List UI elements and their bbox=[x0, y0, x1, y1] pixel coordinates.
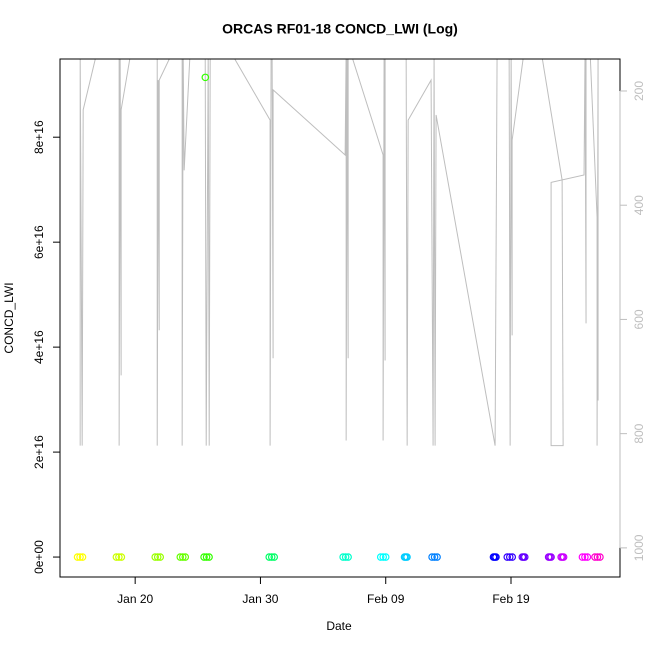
data-point bbox=[520, 553, 529, 561]
plot-area bbox=[73, 59, 604, 561]
data-point bbox=[156, 553, 165, 561]
data-point bbox=[581, 553, 589, 561]
data-point bbox=[341, 553, 350, 561]
data-point bbox=[430, 553, 439, 561]
data-point bbox=[112, 553, 121, 561]
data-point bbox=[151, 553, 160, 561]
data-point bbox=[428, 553, 436, 561]
y-axis-label: CONCD_LWI bbox=[2, 282, 16, 353]
x-axis-label: Date bbox=[326, 619, 352, 633]
data-point bbox=[202, 553, 211, 561]
y2-tick-label: 400 bbox=[632, 195, 646, 215]
y2-tick-label: 600 bbox=[632, 309, 646, 329]
data-point bbox=[78, 553, 87, 561]
chart-title: ORCAS RF01-18 CONCD_LWI (Log) bbox=[222, 21, 458, 37]
y2-tick-label: 1000 bbox=[632, 534, 646, 561]
data-point bbox=[344, 553, 352, 561]
data-point bbox=[200, 553, 208, 561]
data-point bbox=[153, 553, 162, 561]
data-point bbox=[379, 553, 388, 561]
y2-tick-label: 200 bbox=[632, 81, 646, 101]
data-point bbox=[205, 553, 213, 561]
data-point bbox=[433, 553, 441, 561]
data-point bbox=[339, 553, 347, 561]
data-point bbox=[578, 553, 587, 561]
data-point bbox=[508, 553, 517, 561]
data-point bbox=[376, 553, 385, 561]
y2-tick-label: 800 bbox=[632, 423, 646, 443]
data-point bbox=[117, 553, 126, 561]
data-point bbox=[181, 553, 190, 561]
x-tick-label: Jan 30 bbox=[242, 592, 278, 606]
y-tick-label: 8e+16 bbox=[32, 120, 46, 154]
data-point bbox=[403, 553, 411, 561]
data-point bbox=[115, 553, 123, 561]
data-point bbox=[547, 553, 555, 561]
y-tick-label: 6e+16 bbox=[32, 225, 46, 259]
data-line bbox=[79, 59, 599, 447]
data-point bbox=[503, 553, 512, 561]
data-point bbox=[270, 553, 279, 561]
data-point bbox=[591, 553, 599, 561]
data-point bbox=[596, 553, 604, 561]
x-tick-label: Jan 20 bbox=[117, 592, 153, 606]
data-point bbox=[559, 553, 568, 561]
y-tick-label: 2e+16 bbox=[32, 435, 46, 469]
x-tick-label: Feb 09 bbox=[367, 592, 405, 606]
data-point bbox=[583, 553, 592, 561]
data-point bbox=[267, 553, 276, 561]
data-point bbox=[593, 553, 602, 561]
y-tick-label: 4e+16 bbox=[32, 330, 46, 364]
data-point bbox=[265, 553, 274, 561]
data-point bbox=[201, 73, 210, 82]
data-point bbox=[176, 553, 185, 561]
data-point bbox=[73, 553, 82, 561]
data-point bbox=[381, 553, 390, 561]
x-tick-label: Feb 19 bbox=[492, 592, 530, 606]
data-point bbox=[178, 553, 187, 561]
data-point bbox=[76, 553, 84, 561]
data-point bbox=[505, 553, 514, 561]
y-tick-label: 0e+00 bbox=[32, 540, 46, 574]
data-point bbox=[492, 553, 500, 561]
